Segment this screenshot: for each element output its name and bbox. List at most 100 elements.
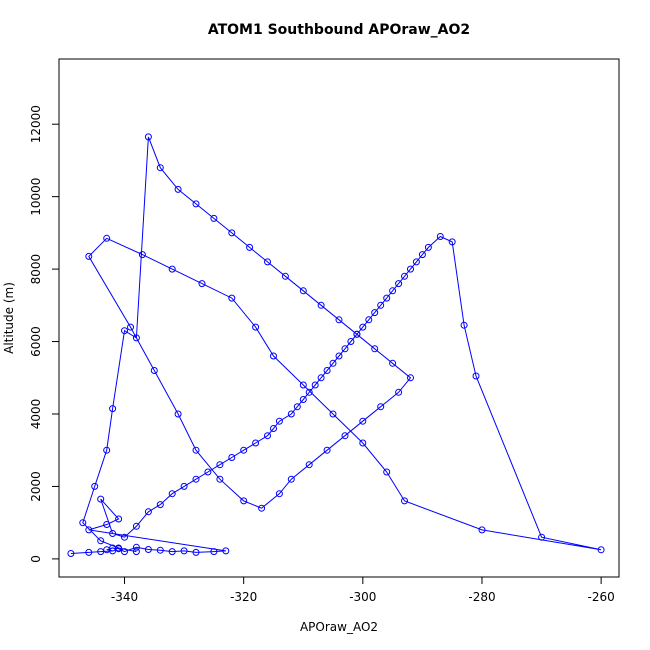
data-point xyxy=(85,526,93,534)
data-point xyxy=(264,432,271,440)
data-point xyxy=(109,405,117,413)
data-point xyxy=(180,547,188,555)
data-point xyxy=(216,461,224,469)
plot-frame xyxy=(58,58,620,578)
data-point xyxy=(97,537,105,545)
data-point xyxy=(103,234,111,242)
data-point xyxy=(192,200,200,208)
data-point xyxy=(299,381,307,389)
data-point xyxy=(275,417,283,425)
data-point xyxy=(150,367,158,374)
data-point xyxy=(347,338,355,345)
data-point xyxy=(121,327,128,335)
data-point xyxy=(97,495,105,503)
data-point xyxy=(210,548,218,556)
data-point xyxy=(144,508,152,516)
x-axis-label: APOraw_AO2 xyxy=(300,620,378,634)
data-point xyxy=(270,352,277,360)
data-point xyxy=(407,374,414,382)
data-point xyxy=(85,252,93,260)
data-point xyxy=(395,280,403,288)
data-point xyxy=(323,367,331,374)
data-point xyxy=(401,497,408,505)
data-point xyxy=(210,214,218,222)
x-tick-label: -320 xyxy=(230,590,257,604)
data-point xyxy=(389,359,397,367)
data-point xyxy=(103,521,111,528)
y-axis: 0 2000 4000 6000 8000 10000 12000 xyxy=(29,105,59,563)
data-point xyxy=(317,301,325,309)
data-point xyxy=(132,334,140,342)
data-point xyxy=(412,258,420,266)
data-point xyxy=(329,359,337,367)
data-point xyxy=(258,504,266,512)
data-point xyxy=(281,272,289,280)
data-point xyxy=(168,265,176,273)
series-layer xyxy=(67,133,605,557)
data-point xyxy=(132,543,140,551)
data-point xyxy=(389,287,397,295)
data-point xyxy=(103,446,111,454)
data-point xyxy=(293,403,301,411)
data-point xyxy=(407,265,414,273)
data-point xyxy=(85,548,93,556)
data-point xyxy=(365,316,373,324)
data-point xyxy=(132,548,140,556)
data-point xyxy=(299,287,307,295)
data-point xyxy=(359,417,367,425)
data-point xyxy=(115,515,123,523)
x-tick-label: -280 xyxy=(468,590,495,604)
data-point xyxy=(448,238,456,246)
data-point xyxy=(460,321,468,329)
data-point xyxy=(371,345,379,353)
chart-title: ATOM1 Southbound APOraw_AO2 xyxy=(208,22,470,38)
data-point xyxy=(228,454,236,461)
data-point xyxy=(538,533,546,541)
x-tick-label: -340 xyxy=(111,590,138,604)
data-point xyxy=(144,133,152,141)
data-point xyxy=(192,548,200,556)
data-point xyxy=(472,372,480,380)
data-point xyxy=(377,403,385,411)
x-tick-label: -300 xyxy=(349,590,376,604)
data-point xyxy=(395,388,403,396)
x-tick-label: -260 xyxy=(588,590,615,604)
y-tick-label: 10000 xyxy=(29,178,43,216)
data-point xyxy=(359,439,367,447)
data-point xyxy=(79,519,87,527)
data-point xyxy=(174,410,182,418)
data-point xyxy=(436,233,444,240)
data-point xyxy=(192,475,200,483)
data-point xyxy=(359,323,367,331)
data-point xyxy=(311,381,319,389)
data-point xyxy=(305,388,313,396)
data-point xyxy=(228,294,236,302)
data-point xyxy=(168,548,176,556)
data-point xyxy=(252,323,260,331)
data-point xyxy=(91,482,99,490)
data-point xyxy=(156,546,164,554)
data-point xyxy=(168,490,176,498)
data-point xyxy=(270,425,277,432)
data-point xyxy=(174,185,182,193)
data-point xyxy=(299,396,307,403)
data-point xyxy=(478,526,486,534)
x-axis: -340 -320 -300 -280 -260 xyxy=(111,577,615,604)
y-tick-label: 12000 xyxy=(29,105,43,143)
data-point xyxy=(115,544,123,552)
data-point xyxy=(156,164,164,172)
data-point xyxy=(335,352,343,360)
data-point xyxy=(371,309,379,317)
data-point xyxy=(121,533,128,541)
data-point xyxy=(341,345,349,353)
data-point xyxy=(216,475,224,483)
series-line xyxy=(70,136,602,554)
data-point xyxy=(144,546,152,553)
data-point xyxy=(240,497,248,505)
data-point xyxy=(67,550,75,557)
data-point xyxy=(424,243,432,251)
data-point xyxy=(418,251,426,259)
data-point xyxy=(305,461,313,469)
data-point xyxy=(597,546,605,554)
